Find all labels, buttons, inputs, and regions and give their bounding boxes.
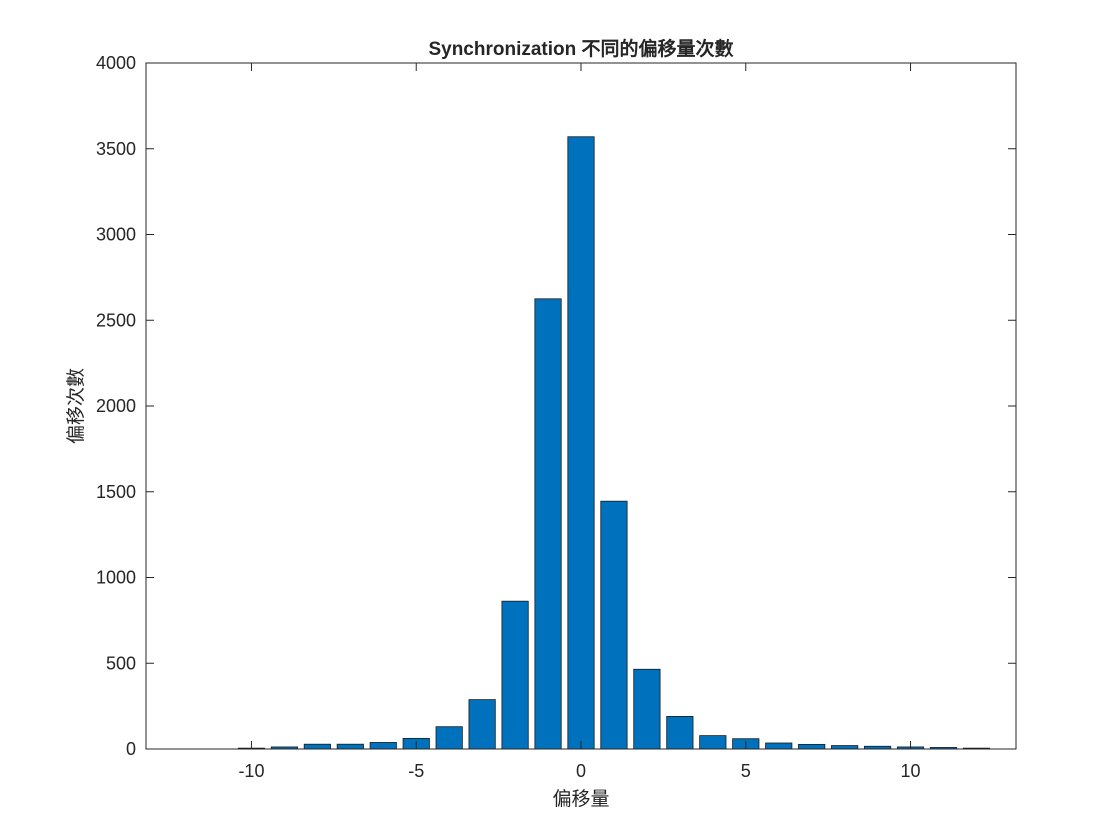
y-axis-label: 偏移次數 [65,368,87,444]
bar-8 [831,745,859,750]
bar--4 [435,726,463,750]
bar-4 [699,735,727,750]
bar--8 [303,743,331,750]
bar--1 [534,298,562,750]
x-tick-label: 0 [576,761,586,781]
bar-6 [765,742,793,750]
bar--6 [369,742,397,750]
x-tick-label: 10 [901,761,921,781]
bar--3 [468,699,496,750]
y-tick-label: 2500 [96,310,136,330]
tick-labels: -10 -5 0 5 10 0 500 1000 1500 2000 2500 3000 3500 400… [96,53,921,781]
bar--7 [336,743,364,750]
y-tick-label: 3500 [96,139,136,159]
bar-3 [666,716,694,750]
bar--2 [501,600,529,750]
bar-7 [798,743,826,750]
bar-series [237,136,991,750]
axes-box [145,62,1017,750]
y-tick-label: 3000 [96,225,136,245]
y-tick-label: 2000 [96,396,136,416]
y-tick-label: 0 [126,739,136,759]
x-tick-label: 5 [741,761,751,781]
y-tick-label: 1500 [96,482,136,502]
bar-1 [600,500,628,750]
y-tick-label: 1000 [96,568,136,588]
bar-0 [567,136,595,750]
bar-2 [633,668,661,750]
y-tick-label: 500 [106,653,136,673]
x-axis-label: 偏移量 [552,788,609,810]
x-tick-label: -5 [408,761,424,781]
y-tick-label: 4000 [96,53,136,73]
x-tick-label: -10 [238,761,264,781]
chart-title: Synchronization 不同的偏移量次數 [428,37,733,60]
